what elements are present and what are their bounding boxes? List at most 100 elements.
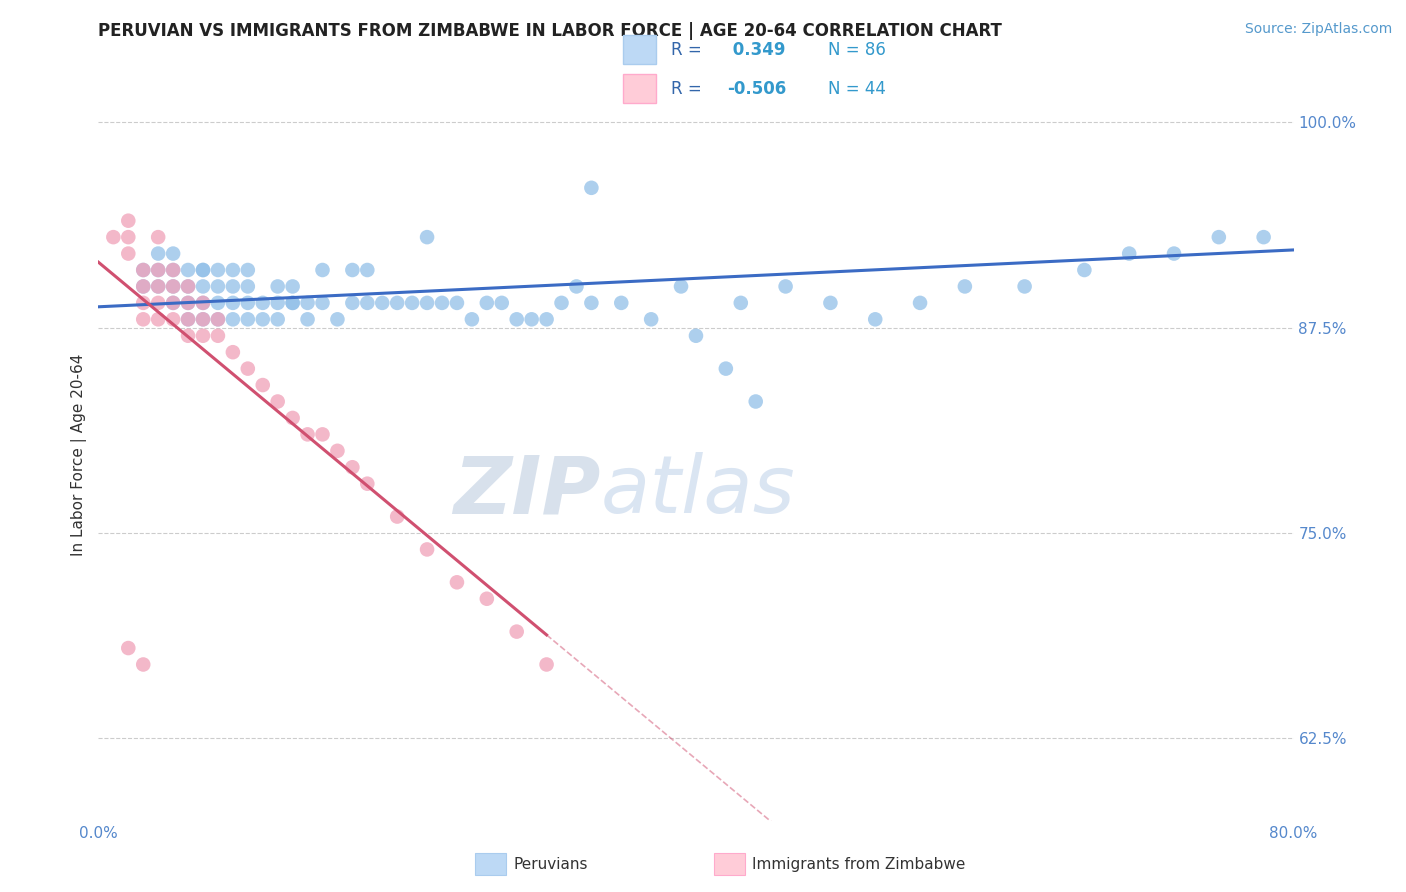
Point [401, 296, 423, 310]
Point [281, 411, 304, 425]
Point [222, 279, 245, 293]
Point [536, 312, 558, 326]
Point [506, 624, 529, 639]
Point [326, 312, 349, 326]
Point [177, 296, 200, 310]
Point [342, 263, 364, 277]
Point [177, 263, 200, 277]
Point [162, 279, 184, 293]
Point [730, 296, 752, 310]
Point [148, 296, 170, 310]
Point [1386, 197, 1406, 211]
Point [520, 312, 543, 326]
Point [446, 296, 468, 310]
Text: Source: ZipAtlas.com: Source: ZipAtlas.com [1244, 22, 1392, 37]
Point [252, 312, 274, 326]
Point [162, 263, 184, 277]
Point [820, 296, 842, 310]
Point [252, 296, 274, 310]
Text: PERUVIAN VS IMMIGRANTS FROM ZIMBABWE IN LABOR FORCE | AGE 20-64 CORRELATION CHAR: PERUVIAN VS IMMIGRANTS FROM ZIMBABWE IN … [98, 22, 1002, 40]
FancyBboxPatch shape [623, 35, 657, 64]
Point [581, 296, 603, 310]
Point [162, 246, 184, 260]
Text: N = 44: N = 44 [828, 79, 886, 97]
Point [132, 312, 155, 326]
Point [117, 230, 139, 244]
Point [191, 312, 214, 326]
Point [117, 641, 139, 656]
Point [461, 312, 484, 326]
Point [117, 213, 139, 227]
Point [148, 312, 170, 326]
Point [191, 263, 214, 277]
Point [148, 246, 170, 260]
Point [252, 378, 274, 392]
Point [132, 263, 155, 277]
Point [162, 296, 184, 310]
Point [162, 296, 184, 310]
Point [191, 263, 214, 277]
Point [297, 296, 319, 310]
Point [236, 279, 259, 293]
Point [191, 312, 214, 326]
Point [148, 263, 170, 277]
Point [281, 279, 304, 293]
Point [565, 279, 588, 293]
Point [311, 427, 333, 442]
Point [117, 246, 139, 260]
Point [953, 279, 976, 293]
Point [908, 296, 931, 310]
Point [311, 296, 333, 310]
Point [132, 296, 155, 310]
Point [610, 296, 633, 310]
Point [714, 361, 737, 376]
Point [191, 296, 214, 310]
Point [342, 460, 364, 475]
Point [191, 296, 214, 310]
Point [222, 345, 245, 359]
Point [236, 312, 259, 326]
Text: atlas: atlas [600, 452, 796, 531]
Point [356, 296, 378, 310]
Point [177, 279, 200, 293]
Point [775, 279, 797, 293]
Point [267, 279, 290, 293]
Point [191, 328, 214, 343]
Point [207, 263, 229, 277]
Point [267, 296, 290, 310]
Point [162, 312, 184, 326]
Y-axis label: In Labor Force | Age 20-64: In Labor Force | Age 20-64 [72, 354, 87, 556]
Point [491, 296, 513, 310]
Point [1014, 279, 1036, 293]
Point [177, 296, 200, 310]
Point [222, 263, 245, 277]
Point [669, 279, 692, 293]
Point [865, 312, 887, 326]
Text: ZIP: ZIP [453, 452, 600, 531]
Point [177, 312, 200, 326]
Point [416, 542, 439, 557]
Point [356, 263, 378, 277]
Point [236, 296, 259, 310]
Text: -0.506: -0.506 [727, 79, 786, 97]
FancyBboxPatch shape [623, 74, 657, 103]
Point [132, 657, 155, 672]
Point [640, 312, 662, 326]
Point [1312, 213, 1334, 227]
Point [207, 296, 229, 310]
Point [148, 279, 170, 293]
Point [207, 312, 229, 326]
Point [685, 328, 707, 343]
Text: Peruvians: Peruvians [513, 857, 588, 871]
Point [311, 263, 333, 277]
Text: R =: R = [671, 79, 707, 97]
Point [267, 394, 290, 409]
Point [222, 312, 245, 326]
Point [207, 312, 229, 326]
Point [148, 230, 170, 244]
Point [162, 279, 184, 293]
Point [1073, 263, 1095, 277]
Point [267, 312, 290, 326]
Point [356, 476, 378, 491]
Point [222, 296, 245, 310]
